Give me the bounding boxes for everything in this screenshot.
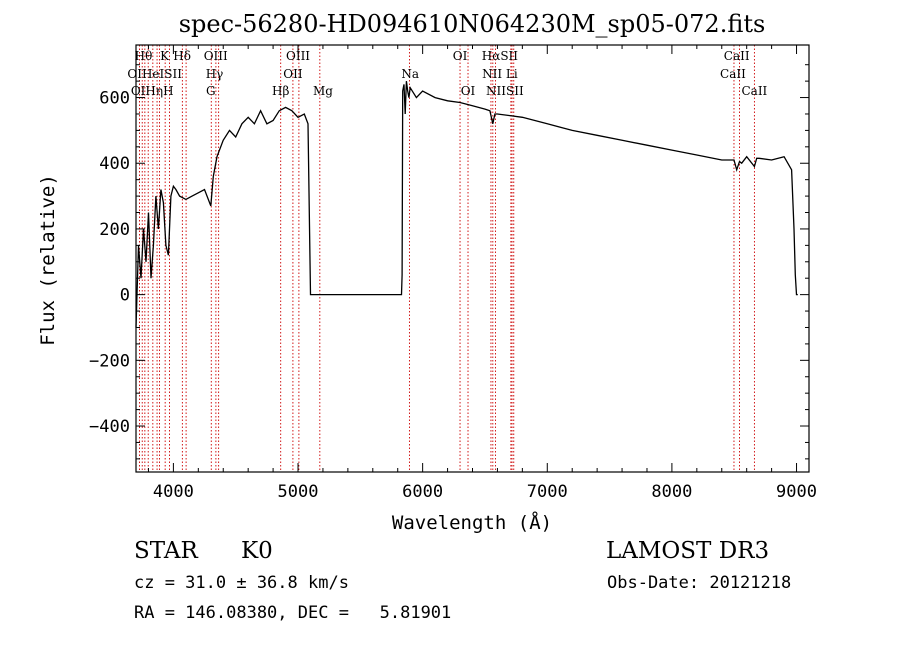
line-label: OII: [283, 67, 303, 81]
line-label: K: [160, 49, 170, 63]
obs-date: Obs-Date: 20121218: [607, 573, 792, 593]
line-labels: Hθ K Hδ OIII OIII OI HαSII CaII OIHeISII Hγ OII Na N…: [127, 49, 767, 98]
x-tick-label: 9000: [776, 482, 817, 502]
line-label: CaII: [724, 49, 750, 63]
line-markers: [139, 45, 755, 472]
line-label: Hθ: [135, 49, 153, 63]
x-tick-label: 8000: [651, 482, 692, 502]
y-tick-label: 400: [99, 154, 130, 174]
line-label: Mg: [313, 84, 333, 98]
line-label: HαSII: [482, 49, 519, 63]
survey-label: LAMOST DR3: [606, 538, 770, 564]
spectrum-series-line: [135, 81, 798, 328]
y-tick-label: −200: [89, 351, 130, 371]
y-tick-label: 600: [99, 89, 130, 109]
x-tick-label: 4000: [153, 482, 194, 502]
line-label: CaII: [741, 84, 767, 98]
x-tick-label: 6000: [402, 482, 443, 502]
chart-title: spec-56280-HD094610N064230M_sp05-072.fit…: [179, 10, 766, 38]
line-label: NII Li: [482, 67, 518, 81]
x-axis-label: Wavelength (Å): [392, 511, 552, 534]
line-label: OIHηH: [131, 84, 174, 98]
line-label: G: [206, 84, 216, 98]
subclass-label: K0: [241, 538, 273, 564]
x-tick-label: 7000: [527, 482, 568, 502]
plot-frame: [135, 44, 810, 473]
line-label: Hβ: [272, 84, 289, 98]
y-axis-ticks: −400 −200 0 200 400 600: [89, 64, 809, 460]
class-label: STAR: [134, 538, 198, 564]
line-label: Hγ: [206, 67, 224, 81]
line-label: OIHeISII: [127, 67, 182, 81]
x-tick-label: 5000: [278, 482, 319, 502]
y-tick-label: −400: [89, 417, 130, 437]
y-axis-label: Flux (relative): [37, 174, 59, 346]
x-axis-ticks: 4000 5000 6000 7000 8000 9000: [147, 45, 817, 502]
line-label: OI: [461, 84, 476, 98]
line-label: OIII: [286, 49, 310, 63]
line-label: Na: [401, 67, 419, 81]
y-tick-label: 0: [120, 286, 130, 306]
cz-readout: cz = 31.0 ± 36.8 km/s: [134, 573, 349, 593]
line-label: NIISII: [486, 84, 524, 98]
line-label: OIII: [204, 49, 228, 63]
line-label: Hδ: [173, 49, 191, 63]
line-label: OI: [453, 49, 468, 63]
y-tick-label: 200: [99, 220, 130, 240]
coords-readout: RA = 146.08380, DEC = 5.81901: [134, 603, 452, 623]
line-label: CaII: [720, 67, 746, 81]
